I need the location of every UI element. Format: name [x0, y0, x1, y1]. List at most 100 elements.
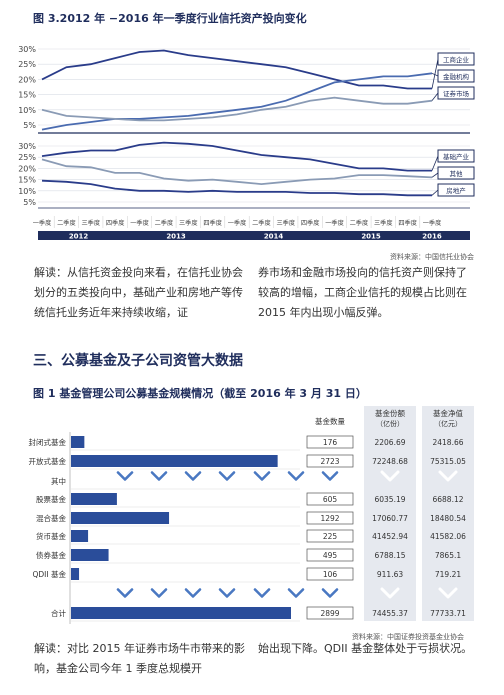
chart2-source: 资料来源：中国证券投资基金业协会	[352, 633, 464, 641]
col-header-count: 基金数量	[315, 416, 345, 426]
bottom-series-line-0	[41, 141, 432, 172]
nav-value: 6688.12	[432, 495, 463, 504]
bottom-y-tick: 5%	[23, 198, 36, 207]
bottom-y-tick: 15%	[18, 176, 36, 185]
bar	[71, 530, 89, 542]
year-band	[38, 231, 470, 240]
quarter-tick: 一季度	[325, 219, 344, 227]
top-series-line-0	[41, 49, 432, 90]
chart2-title: 图 1 基金管理公司公募基金规模情况（截至 2016 年 3 月 31 日）	[33, 387, 367, 400]
col-header-nav-unit: （亿元）	[434, 419, 462, 428]
bar	[71, 455, 278, 467]
chevron-icon	[184, 471, 202, 481]
shares-value: 911.63	[377, 570, 403, 579]
bottom-series-label: 基础产业	[443, 152, 470, 161]
top-label-box	[437, 86, 475, 100]
quarter-tick: 一季度	[228, 219, 247, 227]
top-y-tick: 25%	[18, 60, 36, 69]
bottom-label-leader	[431, 189, 439, 196]
row-label: 其中	[51, 476, 66, 486]
year-label: 2016	[422, 233, 442, 241]
shares-value: 2206.69	[374, 438, 405, 447]
count-value: 176	[323, 438, 338, 447]
quarter-tick: 一季度	[33, 219, 52, 227]
row-label: QDII 基金	[33, 569, 67, 579]
para1-left: 解读：从信托资金投向来看，在信托业协会划分的五类投向中，基础产业和房地产等传统信…	[34, 263, 252, 323]
count-box	[306, 606, 354, 620]
para1-right-text: 券市场和金融市场投向的信托资产则保持了较高的增幅，工商企业信托的规模占比则在 2…	[258, 266, 467, 319]
chevron-icon	[253, 471, 271, 481]
bottom-label-leader	[431, 155, 439, 171]
shares-value: 6035.19	[374, 495, 405, 504]
bottom-label-box	[437, 149, 475, 163]
nav-value: 75315.05	[430, 457, 466, 466]
count-value: 605	[323, 495, 338, 504]
top-label-leader	[431, 72, 439, 77]
quarter-tick: 四季度	[203, 219, 222, 227]
top-y-tick: 20%	[18, 75, 36, 84]
quarter-tick: 二季度	[252, 219, 271, 227]
quarter-tick: 二季度	[350, 219, 369, 227]
chevron-icon	[438, 470, 458, 482]
chevron-icon	[287, 471, 305, 481]
col-bg-nav	[422, 406, 474, 621]
chevron-icon	[218, 471, 236, 481]
year-label: 2012	[69, 233, 89, 241]
bottom-y-tick: 10%	[18, 187, 36, 196]
quarter-tick: 四季度	[398, 219, 417, 227]
para2-left: 解读：对比 2015 年证券市场牛市带来的影响，基金公司今年 1 季度总规模开	[34, 639, 252, 679]
row-label: 封闭式基金	[29, 437, 67, 447]
top-series-line-1	[41, 72, 433, 131]
top-label-box	[437, 52, 475, 66]
count-box	[306, 454, 354, 468]
count-box	[306, 435, 354, 449]
chart1-svg: 30% 25% 20% 15% 10% 5% 30% 25% 20% 15% 10% 5% 工商企业金…	[18, 45, 475, 241]
chevron-icon	[287, 588, 305, 598]
para2-left-text: 解读：对比 2015 年证券市场牛市带来的影响，基金公司今年 1 季度总规模开	[34, 642, 245, 675]
count-value: 2899	[320, 609, 339, 618]
chevron-icon	[116, 588, 134, 598]
top-series-label: 证券市场	[443, 89, 470, 98]
bottom-series-label: 房地产	[446, 186, 466, 195]
top-y-tick: 30%	[18, 45, 36, 54]
row-label: 开放式基金	[29, 456, 67, 466]
row-label: 债券基金	[36, 550, 66, 560]
shares-value: 74455.37	[372, 609, 408, 618]
para1-left-text: 解读：从信托资金投向来看，在信托业协会划分的五类投向中，基础产业和房地产等传统信…	[34, 266, 243, 319]
section-heading: 三、公募基金及子公司资管大数据	[33, 353, 243, 369]
year-label: 2013	[166, 233, 186, 241]
count-box	[306, 492, 354, 506]
count-value: 2723	[320, 457, 339, 466]
chevron-icon	[116, 471, 134, 481]
count-box	[306, 511, 354, 525]
top-label-box	[437, 69, 475, 83]
chart2-svg: 基金数量 基金份额（亿份） 基金净值（亿元） 封闭式基金 176 2206.69 2418…	[29, 406, 474, 624]
nav-value: 18480.54	[430, 514, 466, 523]
shares-value: 6788.15	[374, 551, 405, 560]
bar	[71, 568, 80, 580]
row-label: 混合基金	[36, 513, 66, 523]
chevron-icon	[150, 471, 168, 481]
nav-value: 719.21	[435, 570, 461, 579]
chevron-icon	[253, 588, 271, 598]
count-value: 1292	[320, 514, 339, 523]
chevron-icon	[380, 587, 400, 599]
chevron-icon	[150, 588, 168, 598]
chart1-title: 图 3.2012 年 −2016 年一季度行业信托资产投向变化	[33, 12, 307, 25]
chevron-icon	[321, 471, 339, 481]
quarter-tick: 一季度	[130, 219, 149, 227]
year-label: 2015	[361, 233, 381, 241]
quarter-tick: 三季度	[179, 219, 198, 227]
para2-right: 始出现下降。QDII 基金整体处于亏损状况。	[258, 639, 476, 659]
bottom-series-line-2	[41, 179, 432, 197]
quarter-tick: 三季度	[276, 219, 295, 227]
row-label: 股票基金	[36, 494, 66, 504]
shares-value: 72248.68	[372, 457, 408, 466]
bottom-y-tick: 25%	[18, 153, 36, 162]
para1-right: 券市场和金融市场投向的信托资产则保持了较高的增幅，工商企业信托的规模占比则在 2…	[258, 263, 476, 323]
bottom-series-line-1	[41, 158, 433, 186]
bar	[71, 512, 170, 524]
col-bg-shares	[364, 406, 416, 621]
col-header-shares-unit: （亿份）	[376, 419, 404, 428]
quarter-tick: 四季度	[106, 219, 125, 227]
